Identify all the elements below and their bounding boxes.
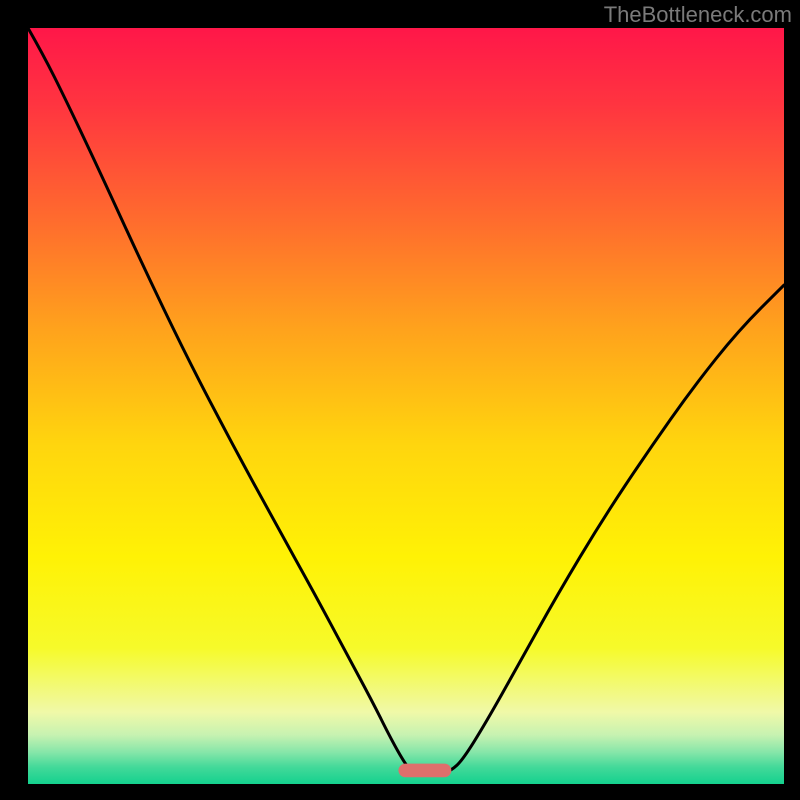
bottleneck-chart (0, 0, 800, 800)
optimal-range-marker (398, 764, 451, 778)
plot-background (28, 28, 784, 784)
